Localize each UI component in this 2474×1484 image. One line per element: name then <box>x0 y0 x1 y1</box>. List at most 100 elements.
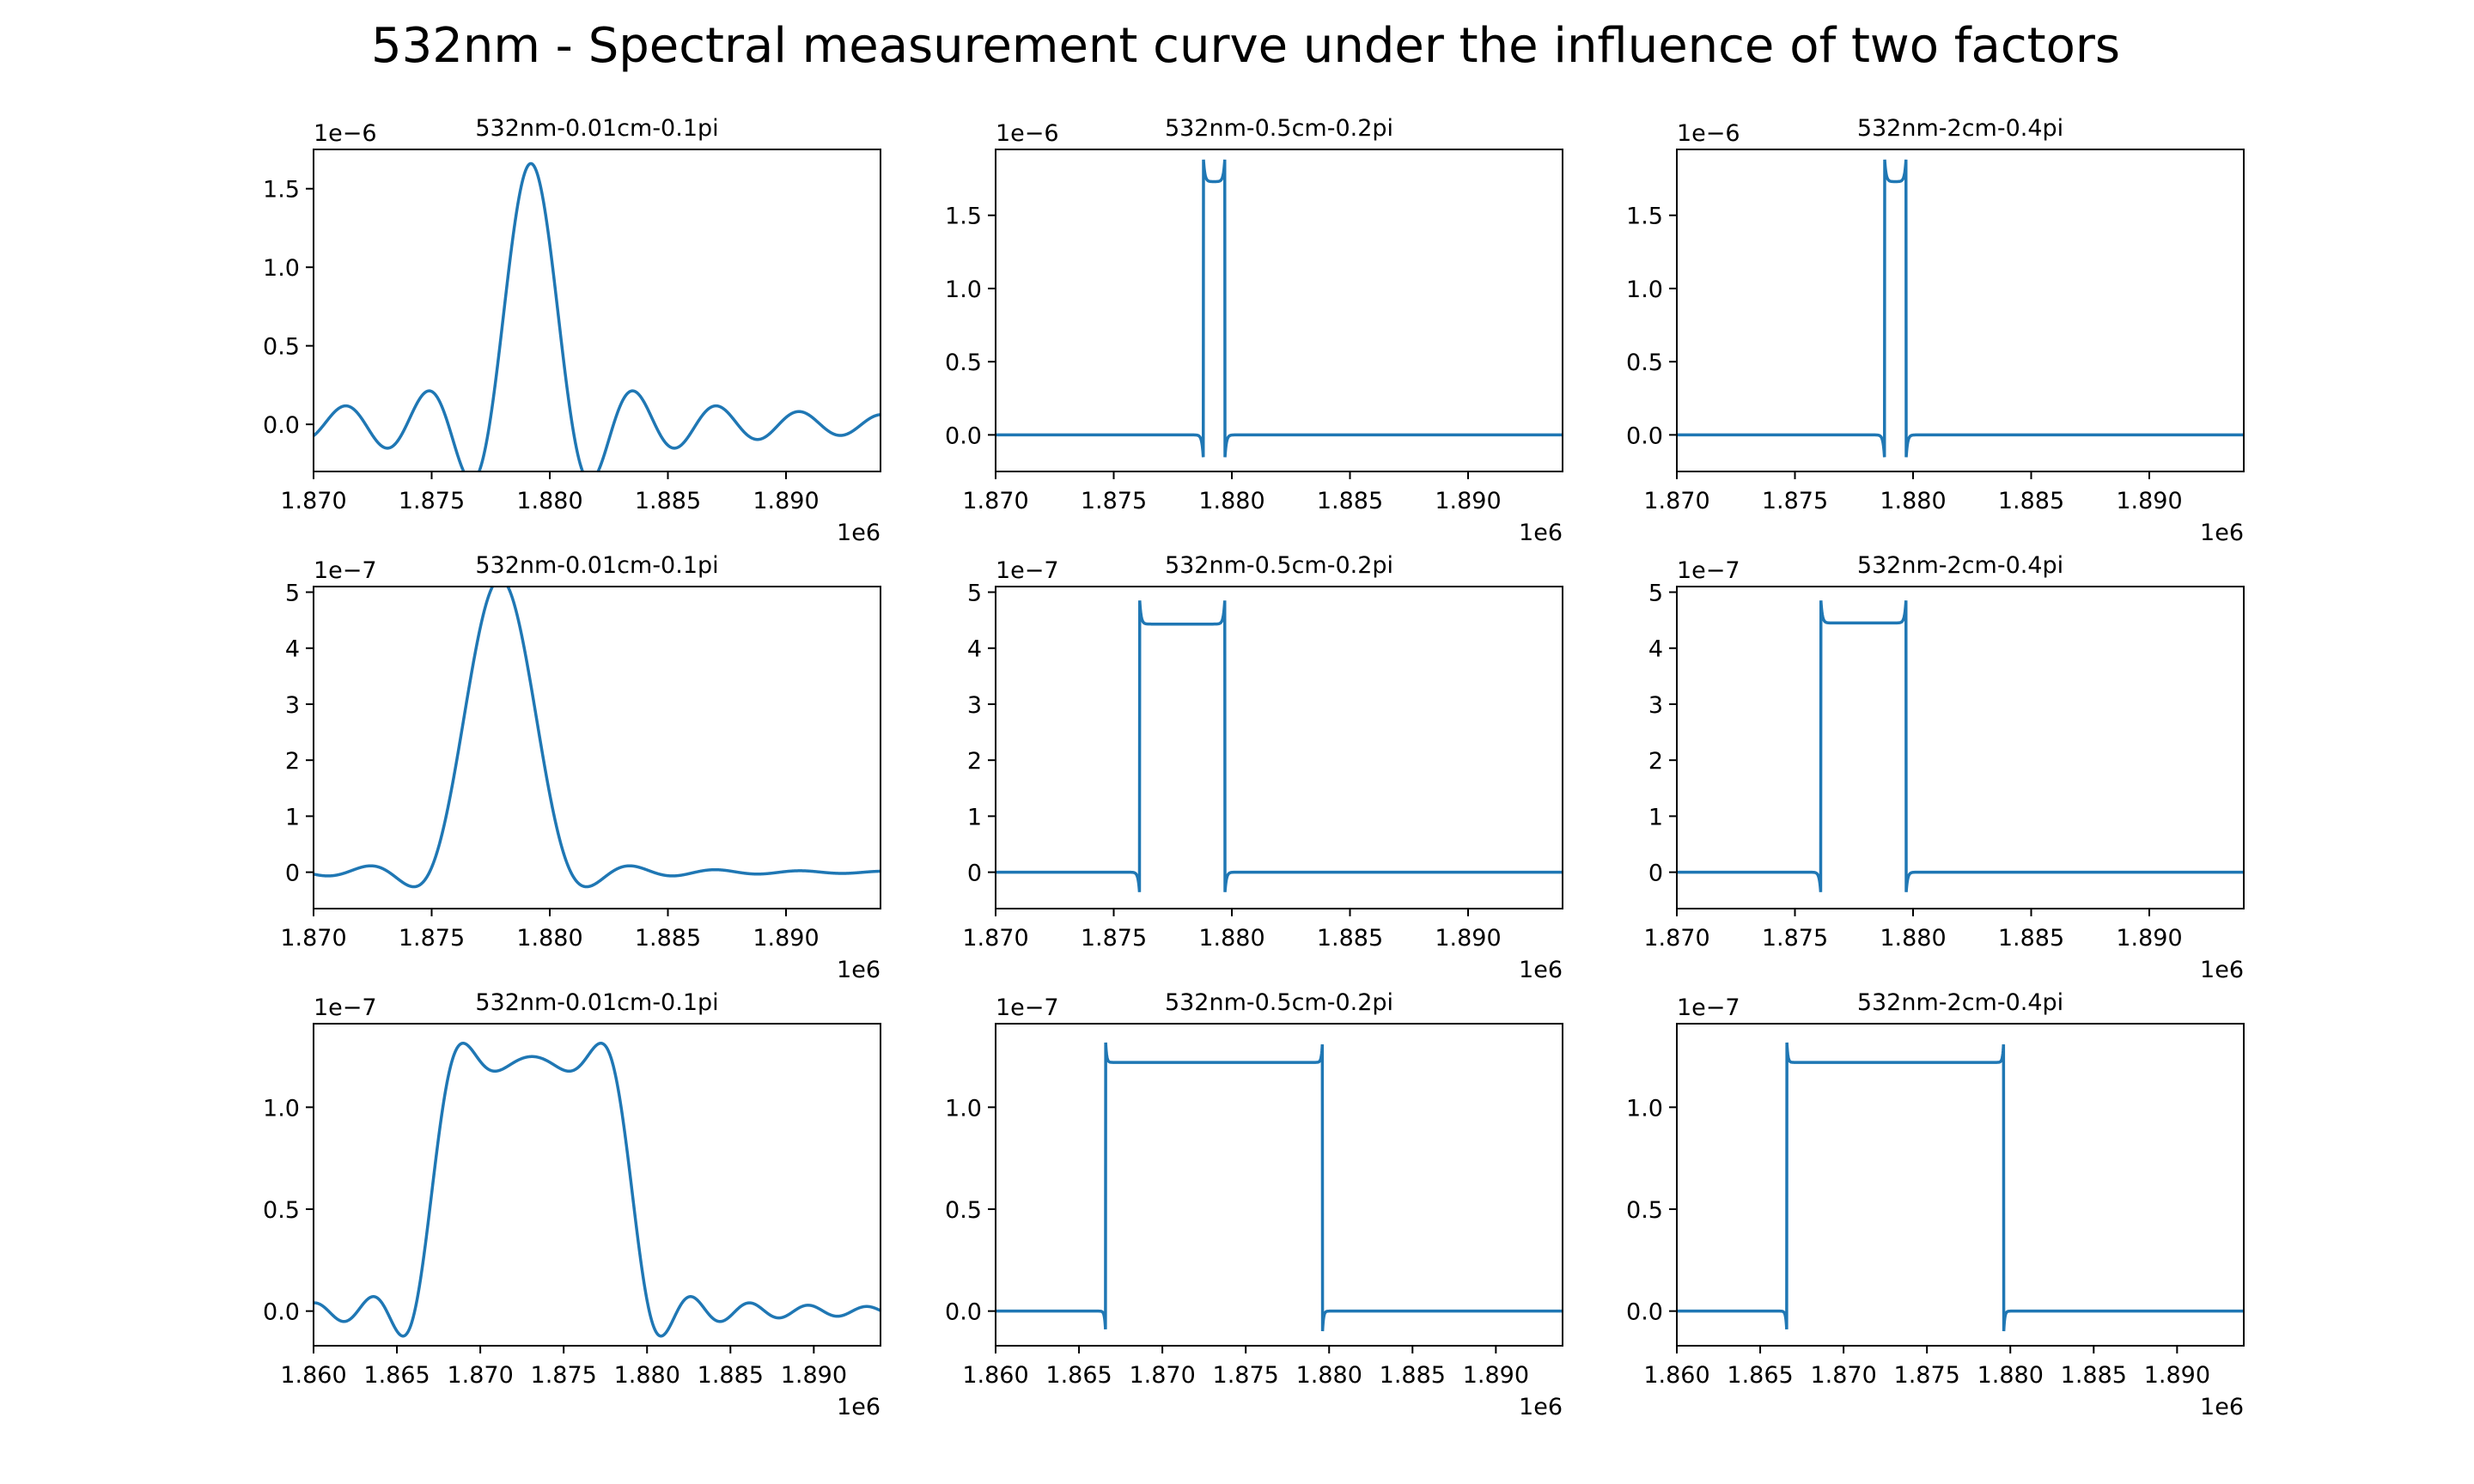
x-tick-label: 1.870 <box>280 488 346 514</box>
y-tick-label: 3 <box>1648 692 1663 719</box>
x-tick-label: 1.875 <box>399 488 465 514</box>
series-line <box>996 600 1563 892</box>
subplot-4: 1.870 1.875 1.880 1.885 1.890 0 1 2 3 4 5 532nm-0.0… <box>280 552 881 983</box>
x-tick-label: 1.880 <box>516 488 582 514</box>
y-tick-label: 1.5 <box>1626 204 1663 230</box>
x-tick-label: 1.865 <box>1727 1362 1793 1389</box>
x-tick-label: 1.885 <box>2061 1362 2127 1389</box>
x-tick-label: 1.890 <box>2116 488 2182 514</box>
y-offset-label: 1e−7 <box>1677 994 1740 1021</box>
y-tick-label: 1.0 <box>1626 277 1663 303</box>
y-offset-label: 1e−7 <box>314 557 377 584</box>
x-offset-label: 1e6 <box>2200 1394 2244 1420</box>
subplot-6: 1.870 1.875 1.880 1.885 1.890 0 1 2 3 4 5 532nm-2cm… <box>1643 552 2245 983</box>
x-tick-label: 1.885 <box>1998 488 2064 514</box>
y-tick-label: 0.0 <box>1626 1299 1663 1326</box>
x-tick-label: 1.880 <box>1198 925 1264 952</box>
y-tick-label: 0.5 <box>263 334 300 361</box>
x-tick-label: 1.890 <box>2144 1362 2210 1389</box>
y-tick-label: 0.0 <box>263 412 300 439</box>
series-line <box>1677 600 2244 892</box>
x-tick-label: 1.875 <box>1081 488 1147 514</box>
x-tick-label: 1.885 <box>1317 488 1383 514</box>
subplot-title: 532nm-0.5cm-0.2pi <box>1165 989 1393 1016</box>
x-tick-label: 1.875 <box>1081 925 1147 952</box>
subplot-grid: 1.870 1.875 1.880 1.885 1.8900.00.51.01.5532… <box>263 115 2245 1420</box>
x-tick-label: 1.890 <box>1435 488 1501 514</box>
x-offset-label: 1e6 <box>837 520 881 546</box>
x-offset-label: 1e6 <box>1519 1394 1563 1420</box>
subplot-title: 532nm-0.5cm-0.2pi <box>1165 552 1393 579</box>
axes-frame <box>1676 586 2245 909</box>
x-tick-label: 1.875 <box>1894 1362 1960 1389</box>
x-tick-label: 1.860 <box>1643 1362 1709 1389</box>
x-tick-label: 1.870 <box>447 1362 513 1389</box>
y-tick-label: 1 <box>967 804 982 830</box>
x-tick-label: 1.870 <box>962 925 1028 952</box>
x-tick-label: 1.880 <box>1880 488 1946 514</box>
subplot-1: 1.870 1.875 1.880 1.885 1.890 0.0 0.5 1.0 1.5 532… <box>263 115 881 546</box>
y-tick-label: 5 <box>1648 581 1663 607</box>
subplot-title: 532nm-0.01cm-0.1pi <box>475 989 718 1016</box>
x-tick-label: 1.880 <box>614 1362 680 1389</box>
subplot-title: 532nm-0.5cm-0.2pi <box>1165 115 1393 142</box>
y-tick-label: 1.0 <box>1626 1095 1663 1122</box>
series-line <box>1677 159 2244 458</box>
x-tick-label: 1.870 <box>1643 925 1709 952</box>
x-tick-label: 1.860 <box>280 1362 346 1389</box>
x-tick-label: 1.875 <box>1213 1362 1279 1389</box>
x-tick-label: 1.880 <box>516 925 582 952</box>
y-tick-label: 0.5 <box>263 1197 300 1224</box>
subplot-title: 532nm-0.01cm-0.1pi <box>475 115 718 142</box>
x-tick-label: 1.890 <box>1435 925 1501 952</box>
y-tick-label: 1 <box>285 804 300 830</box>
x-offset-label: 1e6 <box>1519 957 1563 983</box>
x-tick-label: 1.865 <box>1045 1362 1112 1389</box>
y-tick-label: 3 <box>285 692 300 719</box>
x-tick-label: 1.880 <box>1880 925 1946 952</box>
x-tick-label: 1.885 <box>1998 925 2064 952</box>
y-tick-label: 3 <box>967 692 982 719</box>
series-line <box>314 1042 881 1338</box>
x-tick-label: 1.880 <box>1296 1362 1362 1389</box>
y-offset-label: 1e−7 <box>996 994 1059 1021</box>
x-tick-label: 1.875 <box>1762 925 1828 952</box>
x-tick-label: 1.880 <box>1977 1362 2044 1389</box>
y-tick-label: 1.0 <box>263 255 300 282</box>
y-tick-label: 1.0 <box>263 1095 300 1122</box>
series-line <box>314 161 881 471</box>
y-tick-label: 4 <box>1648 636 1663 663</box>
y-tick-label: 0 <box>285 861 300 887</box>
y-tick-label: 0.0 <box>1626 423 1663 449</box>
y-tick-label: 4 <box>285 636 300 663</box>
y-tick-label: 0.0 <box>945 423 982 449</box>
subplot-7: 1.860 1.865 1.870 1.875 1.880 1.885 1.890 0.0 0.… <box>263 989 881 1420</box>
x-offset-label: 1e6 <box>837 1394 881 1420</box>
x-tick-label: 1.885 <box>1380 1362 1446 1389</box>
x-tick-label: 1.860 <box>962 1362 1028 1389</box>
y-tick-label: 0 <box>1648 861 1663 887</box>
x-tick-label: 1.885 <box>698 1362 764 1389</box>
y-tick-label: 0.0 <box>263 1299 300 1326</box>
y-tick-label: 0 <box>967 861 982 887</box>
subplot-title: 532nm-2cm-0.4pi <box>1857 989 2063 1016</box>
subplot-title: 532nm-2cm-0.4pi <box>1857 552 2063 579</box>
figure-title: 532nm - Spectral measurement curve under… <box>371 18 2120 74</box>
subplot-title: 532nm-0.01cm-0.1pi <box>475 552 718 579</box>
x-tick-label: 1.890 <box>1463 1362 1529 1389</box>
y-offset-label: 1e−7 <box>314 994 377 1021</box>
x-offset-label: 1e6 <box>2200 957 2244 983</box>
series-line <box>1677 1042 2244 1332</box>
x-tick-label: 1.890 <box>2116 925 2182 952</box>
y-offset-label: 1e−7 <box>996 557 1059 584</box>
axes-frame <box>1676 1023 2245 1347</box>
axes-frame <box>1676 149 2245 472</box>
y-tick-label: 1 <box>1648 804 1663 830</box>
subplot-title: 532nm-2cm-0.4pi <box>1857 115 2063 142</box>
y-tick-label: 1.0 <box>945 277 982 303</box>
y-tick-label: 2 <box>1648 748 1663 775</box>
y-tick-label: 0.5 <box>1626 350 1663 376</box>
axes-frame <box>313 1023 881 1347</box>
